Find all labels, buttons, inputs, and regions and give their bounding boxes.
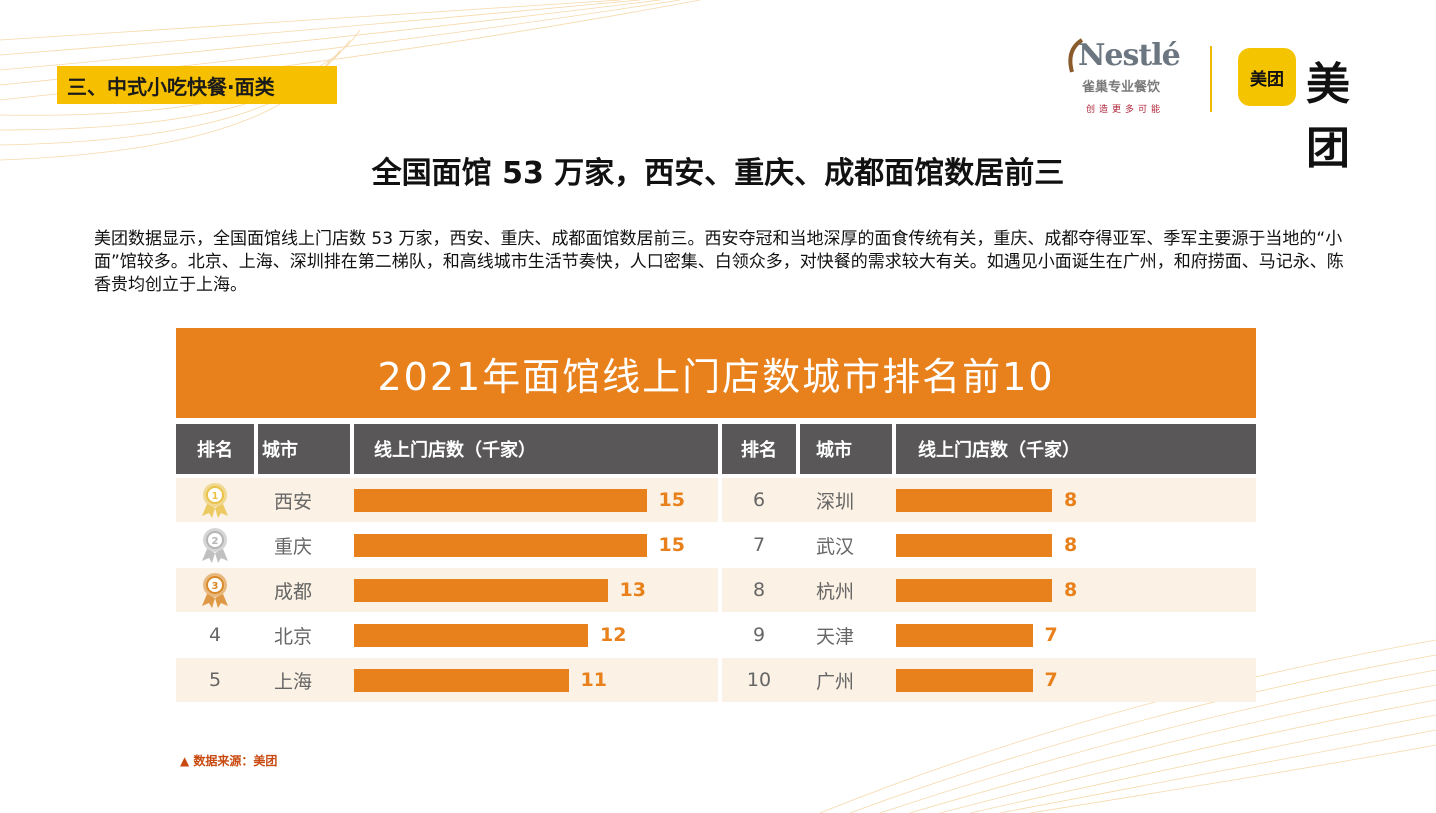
medal-rank-label: 3 xyxy=(212,581,219,592)
nestle-logo-sub: 雀巢专业餐饮 xyxy=(1082,80,1161,95)
page-title: 全国面馆 53 万家，西安、重庆、成都面馆数居前三 xyxy=(371,156,1065,191)
value-label: 11 xyxy=(580,669,607,691)
header-value-left: 线上门店数（千家） xyxy=(354,424,718,474)
meituan-logo-box: 美团 xyxy=(1238,48,1296,106)
header-city-right: 城市 xyxy=(800,424,892,474)
rank-label: 5 xyxy=(208,669,222,691)
silver-medal-icon: 2 xyxy=(202,528,228,563)
rank-label: 10 xyxy=(746,669,772,691)
value-bar xyxy=(354,534,647,557)
nestle-logo-word: Nestlé xyxy=(1078,38,1181,73)
chart-title: 2021年面馆线上门店数城市排名前10 xyxy=(176,328,1256,418)
value-label: 7 xyxy=(1044,624,1058,646)
nestle-bird-icon xyxy=(1068,38,1084,73)
city-label: 武汉 xyxy=(816,535,855,558)
city-label: 广州 xyxy=(816,670,855,693)
city-label: 上海 xyxy=(274,670,313,693)
value-label: 8 xyxy=(1064,489,1078,511)
header-rank-right: 排名 xyxy=(722,424,796,474)
value-bar xyxy=(354,489,647,512)
city-label: 西安 xyxy=(274,490,313,513)
gold-medal-icon: 1 xyxy=(202,483,228,518)
value-bar xyxy=(896,669,1033,692)
value-label: 15 xyxy=(658,489,685,511)
value-bar xyxy=(354,669,569,692)
value-label: 8 xyxy=(1064,534,1078,556)
value-bar xyxy=(896,489,1052,512)
header-city-left: 城市 xyxy=(258,424,350,474)
value-label: 8 xyxy=(1064,579,1078,601)
value-label: 7 xyxy=(1044,669,1058,691)
value-bar xyxy=(354,624,588,647)
ranking-chart: 2021年面馆线上门店数城市排名前10 排名 城市 线上门店数（千家） 排名 城… xyxy=(176,328,1256,702)
logo-area: Nestlé 雀巢专业餐饮 创造更多可能 美团 美团 xyxy=(1060,30,1390,174)
value-label: 12 xyxy=(600,624,627,646)
value-bar xyxy=(896,534,1052,557)
rank-label: 9 xyxy=(752,624,766,646)
city-label: 成都 xyxy=(274,580,313,603)
city-label: 北京 xyxy=(274,625,313,648)
rank-label: 4 xyxy=(208,624,222,646)
intro-paragraph: 美团数据显示，全国面馆线上门店数 53 万家，西安、重庆、成都面馆数居前三。西安… xyxy=(94,229,1344,295)
value-bar xyxy=(354,579,608,602)
header-rank-left: 排名 xyxy=(176,424,254,474)
rank-label: 8 xyxy=(752,579,766,601)
nestle-logo-slogan: 创造更多可能 xyxy=(1086,105,1165,115)
section-tag: 三、中式小吃快餐·面类 xyxy=(57,66,337,104)
data-source-note: ▲ 数据来源：美团 xyxy=(180,754,278,768)
city-label: 天津 xyxy=(816,625,855,648)
city-label: 重庆 xyxy=(274,535,313,558)
medal-rank-label: 1 xyxy=(212,491,219,502)
city-label: 深圳 xyxy=(816,490,855,513)
header-value-right: 线上门店数（千家） xyxy=(896,424,1256,474)
meituan-logo-word: 美团 xyxy=(1306,59,1350,174)
value-bar xyxy=(896,624,1033,647)
value-label: 13 xyxy=(619,579,646,601)
logo-divider xyxy=(1210,46,1212,112)
bronze-medal-icon: 3 xyxy=(202,573,228,608)
value-bar xyxy=(896,579,1052,602)
medal-rank-label: 2 xyxy=(212,536,219,547)
rank-label: 7 xyxy=(752,534,766,556)
city-label: 杭州 xyxy=(816,580,855,603)
value-label: 15 xyxy=(658,534,685,556)
rank-label: 6 xyxy=(752,489,766,511)
